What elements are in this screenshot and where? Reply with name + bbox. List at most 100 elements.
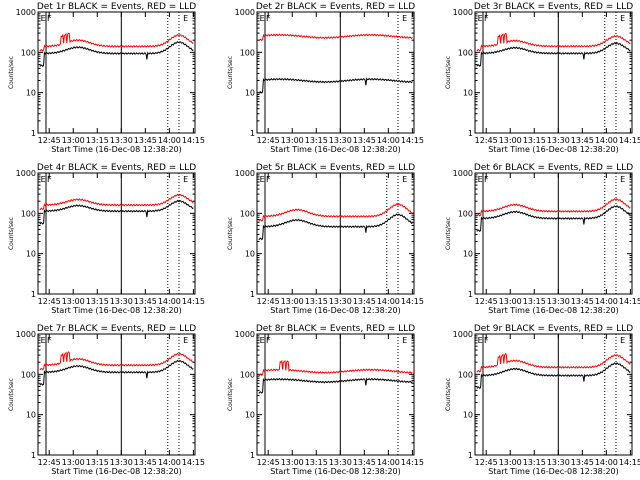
y-tick-label: 1000	[453, 330, 473, 339]
series-lld-line	[39, 32, 194, 52]
x-tick-label: 14:15	[401, 458, 424, 467]
y-tick-label: 1	[31, 451, 36, 460]
x-tick-label: 13:30	[110, 458, 133, 467]
x-tick-label: 13:15	[523, 136, 546, 145]
label-F: F	[47, 175, 52, 184]
label-E-start: E	[478, 336, 483, 345]
label-E-start: E	[260, 14, 265, 23]
series-lld-line	[258, 359, 413, 377]
label-F: F	[266, 175, 271, 184]
plot-frame	[474, 11, 633, 134]
panel-7: Det 7r BLACK = Events, RED = LLD 1 10 100 10…	[8, 324, 205, 476]
x-tick-label: 12:45	[257, 297, 280, 306]
y-tick-label: 1000	[16, 8, 36, 17]
x-tick-label: 14:00	[158, 297, 181, 306]
label-E-end: E	[402, 175, 407, 184]
x-tick-label: 12:45	[475, 458, 498, 467]
x-tick-label: 13:30	[547, 297, 570, 306]
plot-frame	[37, 172, 196, 295]
x-tick-label: 13:00	[281, 297, 304, 306]
x-tick-label: 13:30	[329, 297, 352, 306]
plot-frame	[256, 11, 415, 134]
y-tick-label: 1000	[235, 330, 255, 339]
y-tick-label: 1	[250, 290, 255, 299]
x-tick-label: 13:30	[110, 297, 133, 306]
label-E-end: E	[620, 175, 625, 184]
x-tick-label: 14:00	[158, 136, 181, 145]
x-tick-label: 13:30	[329, 458, 352, 467]
y-tick-label: 1000	[235, 169, 255, 178]
x-tick-label: 14:00	[595, 136, 618, 145]
x-tick-label: 13:00	[62, 458, 85, 467]
y-axis-label: Counts/sec	[8, 378, 15, 411]
y-tick-label: 1000	[453, 8, 473, 17]
panel-title: Det 7r BLACK = Events, RED = LLD	[37, 324, 196, 334]
x-tick-label: 12:45	[38, 458, 61, 467]
x-tick-label: 12:45	[38, 297, 61, 306]
y-tick-label: 1000	[16, 330, 36, 339]
x-axis-label: Start Time (16-Dec-08 12:38:20)	[488, 467, 619, 476]
y-tick-label: 1	[468, 451, 473, 460]
x-tick-label: 14:15	[401, 297, 424, 306]
y-tick-label: 1000	[235, 8, 255, 17]
x-tick-label: 13:45	[571, 136, 594, 145]
y-tick-label: 1	[468, 290, 473, 299]
label-E-start: E	[478, 175, 483, 184]
y-axis-label: Counts/sec	[227, 56, 234, 89]
y-tick-label: 100	[240, 209, 255, 218]
x-tick-label: 14:15	[182, 458, 205, 467]
panel-9: Det 9r BLACK = Events, RED = LLD 1 10 100 10…	[445, 324, 640, 476]
series-lld-line	[476, 353, 631, 373]
x-tick-label: 13:30	[547, 458, 570, 467]
series-events-line	[39, 40, 194, 68]
x-axis-label: Start Time (16-Dec-08 12:38:20)	[270, 145, 401, 154]
panel-title: Det 1r BLACK = Events, RED = LLD	[37, 2, 196, 12]
panel-title: Det 5r BLACK = Events, RED = LLD	[256, 163, 415, 173]
label-F: F	[484, 175, 489, 184]
x-tick-label: 13:45	[353, 136, 376, 145]
label-F: F	[47, 14, 52, 23]
panel-title: Det 4r BLACK = Events, RED = LLD	[37, 163, 196, 173]
x-tick-label: 13:15	[305, 136, 328, 145]
panel-3: Det 3r BLACK = Events, RED = LLD 1 10 100 10…	[445, 2, 640, 154]
y-tick-label: 1000	[453, 169, 473, 178]
x-axis-label: Start Time (16-Dec-08 12:38:20)	[488, 306, 619, 315]
x-tick-label: 14:00	[158, 458, 181, 467]
x-tick-label: 13:45	[571, 458, 594, 467]
x-tick-label: 13:00	[62, 136, 85, 145]
x-tick-label: 13:15	[86, 297, 109, 306]
y-axis-label: Counts/sec	[445, 56, 452, 89]
y-tick-label: 1	[31, 129, 36, 138]
x-tick-label: 14:00	[377, 458, 400, 467]
y-tick-label: 10	[26, 89, 36, 98]
y-tick-label: 100	[458, 370, 473, 379]
x-tick-label: 14:00	[377, 136, 400, 145]
panel-5: Det 5r BLACK = Events, RED = LLD 1 10 100 10…	[227, 163, 424, 315]
x-tick-label: 12:45	[257, 136, 280, 145]
x-axis-label: Start Time (16-Dec-08 12:38:20)	[270, 467, 401, 476]
plot-frame	[474, 172, 633, 295]
y-tick-label: 10	[26, 250, 36, 259]
x-axis-label: Start Time (16-Dec-08 12:38:20)	[488, 145, 619, 154]
x-tick-label: 13:45	[571, 297, 594, 306]
x-tick-label: 14:00	[377, 297, 400, 306]
panel-6: Det 6r BLACK = Events, RED = LLD 1 10 100 10…	[445, 163, 640, 315]
label-E-start: E	[41, 14, 46, 23]
x-tick-label: 13:00	[499, 136, 522, 145]
y-axis-label: Counts/sec	[8, 217, 15, 250]
label-E-start: E	[41, 175, 46, 184]
x-tick-label: 13:00	[499, 458, 522, 467]
x-tick-label: 13:15	[86, 136, 109, 145]
x-tick-label: 12:45	[475, 297, 498, 306]
label-E-end: E	[620, 14, 625, 23]
label-E-end: E	[620, 336, 625, 345]
x-tick-label: 13:15	[523, 458, 546, 467]
label-F: F	[484, 336, 489, 345]
y-tick-label: 1	[468, 129, 473, 138]
plot-frame	[256, 172, 415, 295]
x-tick-label: 13:30	[547, 136, 570, 145]
label-F: F	[266, 14, 271, 23]
x-tick-label: 13:45	[353, 458, 376, 467]
x-axis-label: Start Time (16-Dec-08 12:38:20)	[51, 145, 182, 154]
x-tick-label: 13:45	[134, 458, 157, 467]
